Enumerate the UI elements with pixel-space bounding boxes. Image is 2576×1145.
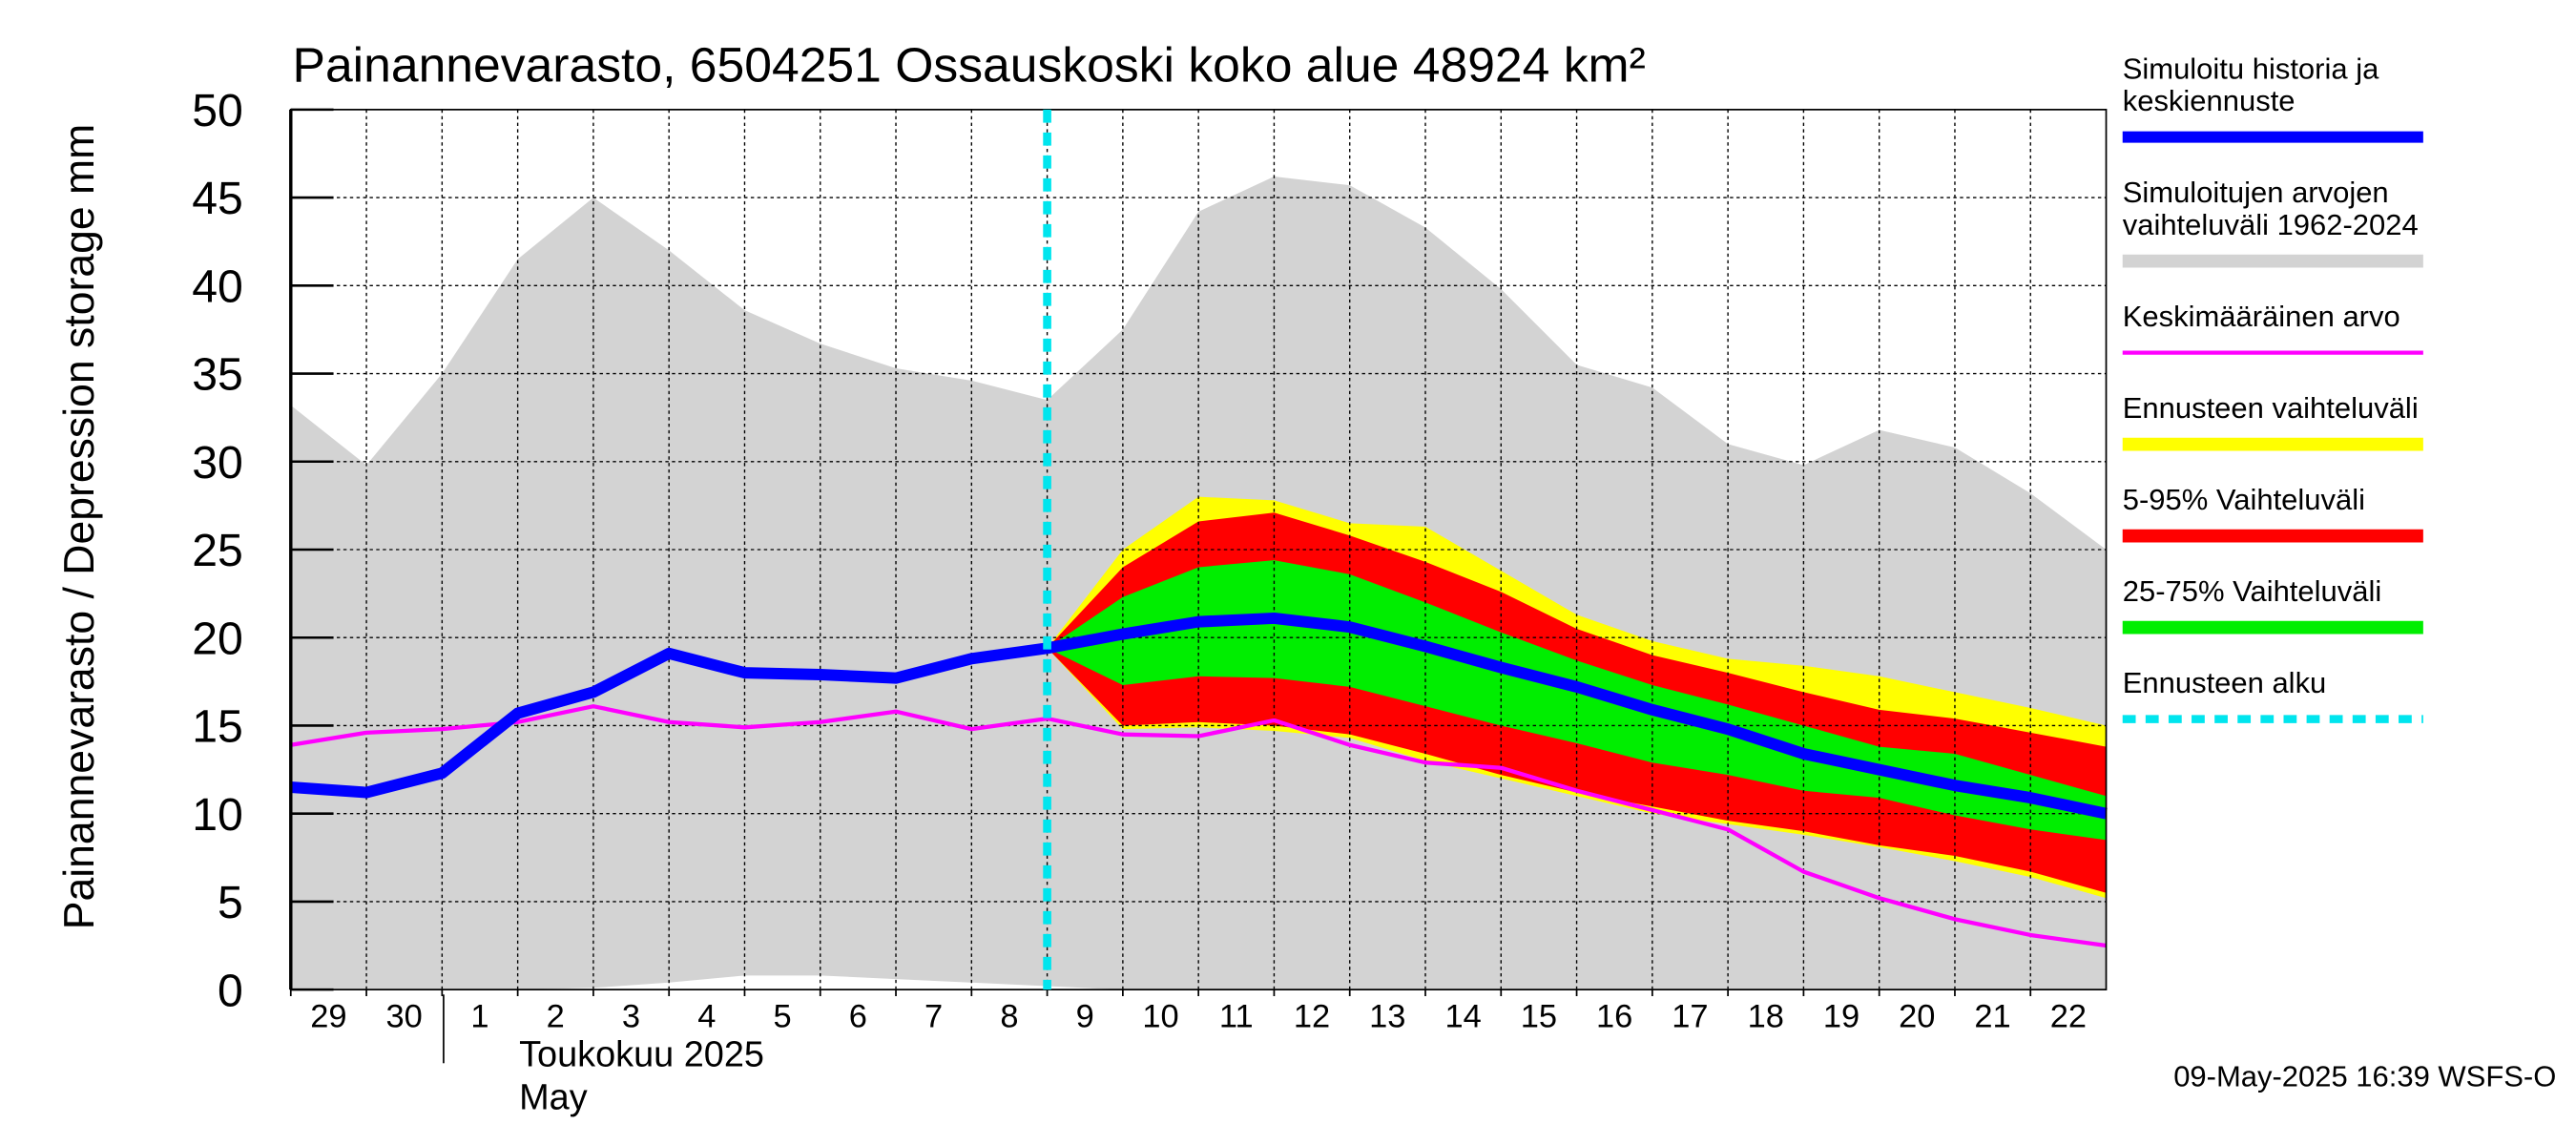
x-tick-label: 1 (470, 999, 488, 1035)
x-tick-label: 10 (1142, 999, 1178, 1035)
month-label-en: May (519, 1077, 588, 1117)
series-line (290, 704, 2107, 948)
x-tick-label: 12 (1294, 999, 1330, 1035)
x-tick-label: 14 (1444, 999, 1481, 1035)
x-tick-label: 11 (1219, 999, 1254, 1035)
legend-label: Ennusteen alku (2123, 666, 2327, 699)
x-tick-label: 22 (2050, 999, 2087, 1035)
y-tick-label: 30 (192, 437, 243, 489)
x-tick-label: 18 (1748, 999, 1784, 1035)
y-tick-label: 50 (192, 85, 243, 136)
x-tick-label: 19 (1823, 999, 1859, 1035)
x-tick-label: 5 (773, 999, 791, 1035)
y-tick-label: 5 (218, 877, 243, 928)
legend-label: Keskimääräinen arvo (2123, 300, 2400, 333)
x-tick-label: 4 (697, 999, 716, 1035)
x-tick-label: 13 (1369, 999, 1405, 1035)
x-tick-label: 9 (1076, 999, 1094, 1035)
y-tick-label: 15 (192, 701, 243, 753)
x-tick-label: 17 (1672, 999, 1708, 1035)
x-tick-label: 20 (1899, 999, 1935, 1035)
chart-title: Painannevarasto, 6504251 Ossauskoski kok… (293, 37, 1646, 93)
legend-label: Simuloitu historia ja keskiennuste (2123, 52, 2379, 117)
footer: 09-May-2025 16:39 WSFS-O (2173, 1059, 2556, 1093)
legend-label: Ennusteen vaihteluväli (2123, 391, 2419, 425)
y-tick-label: 45 (192, 173, 243, 224)
x-tick-label: 29 (310, 999, 346, 1035)
series-line (290, 612, 2108, 820)
y-tick-label: 25 (192, 525, 243, 576)
x-tick-label: 16 (1596, 999, 1632, 1035)
x-tick-label: 3 (622, 999, 640, 1035)
x-tick-label: 15 (1521, 999, 1557, 1035)
x-tick-label: 2 (547, 999, 565, 1035)
y-tick-label: 0 (218, 965, 243, 1016)
y-axis-label: Painannevarasto / Depression storage mm (56, 124, 103, 930)
y-tick-label: 35 (192, 349, 243, 401)
x-tick-label: 6 (849, 999, 867, 1035)
y-tick-label: 20 (192, 613, 243, 664)
month-label: Toukokuu 2025 (519, 1035, 764, 1075)
x-tick-label: 30 (386, 999, 423, 1035)
y-tick-label: 10 (192, 789, 243, 841)
legend-label: 25-75% Vaihteluväli (2123, 574, 2381, 608)
x-tick-label: 8 (1000, 999, 1018, 1035)
x-tick-label: 21 (1974, 999, 2010, 1035)
y-tick-label: 40 (192, 261, 243, 313)
x-tick-label: 7 (924, 999, 943, 1035)
legend-label: Simuloitujen arvojen vaihteluväli 1962-20… (2123, 176, 2419, 241)
legend-label: 5-95% Vaihteluväli (2123, 483, 2365, 516)
grid (290, 109, 2107, 990)
